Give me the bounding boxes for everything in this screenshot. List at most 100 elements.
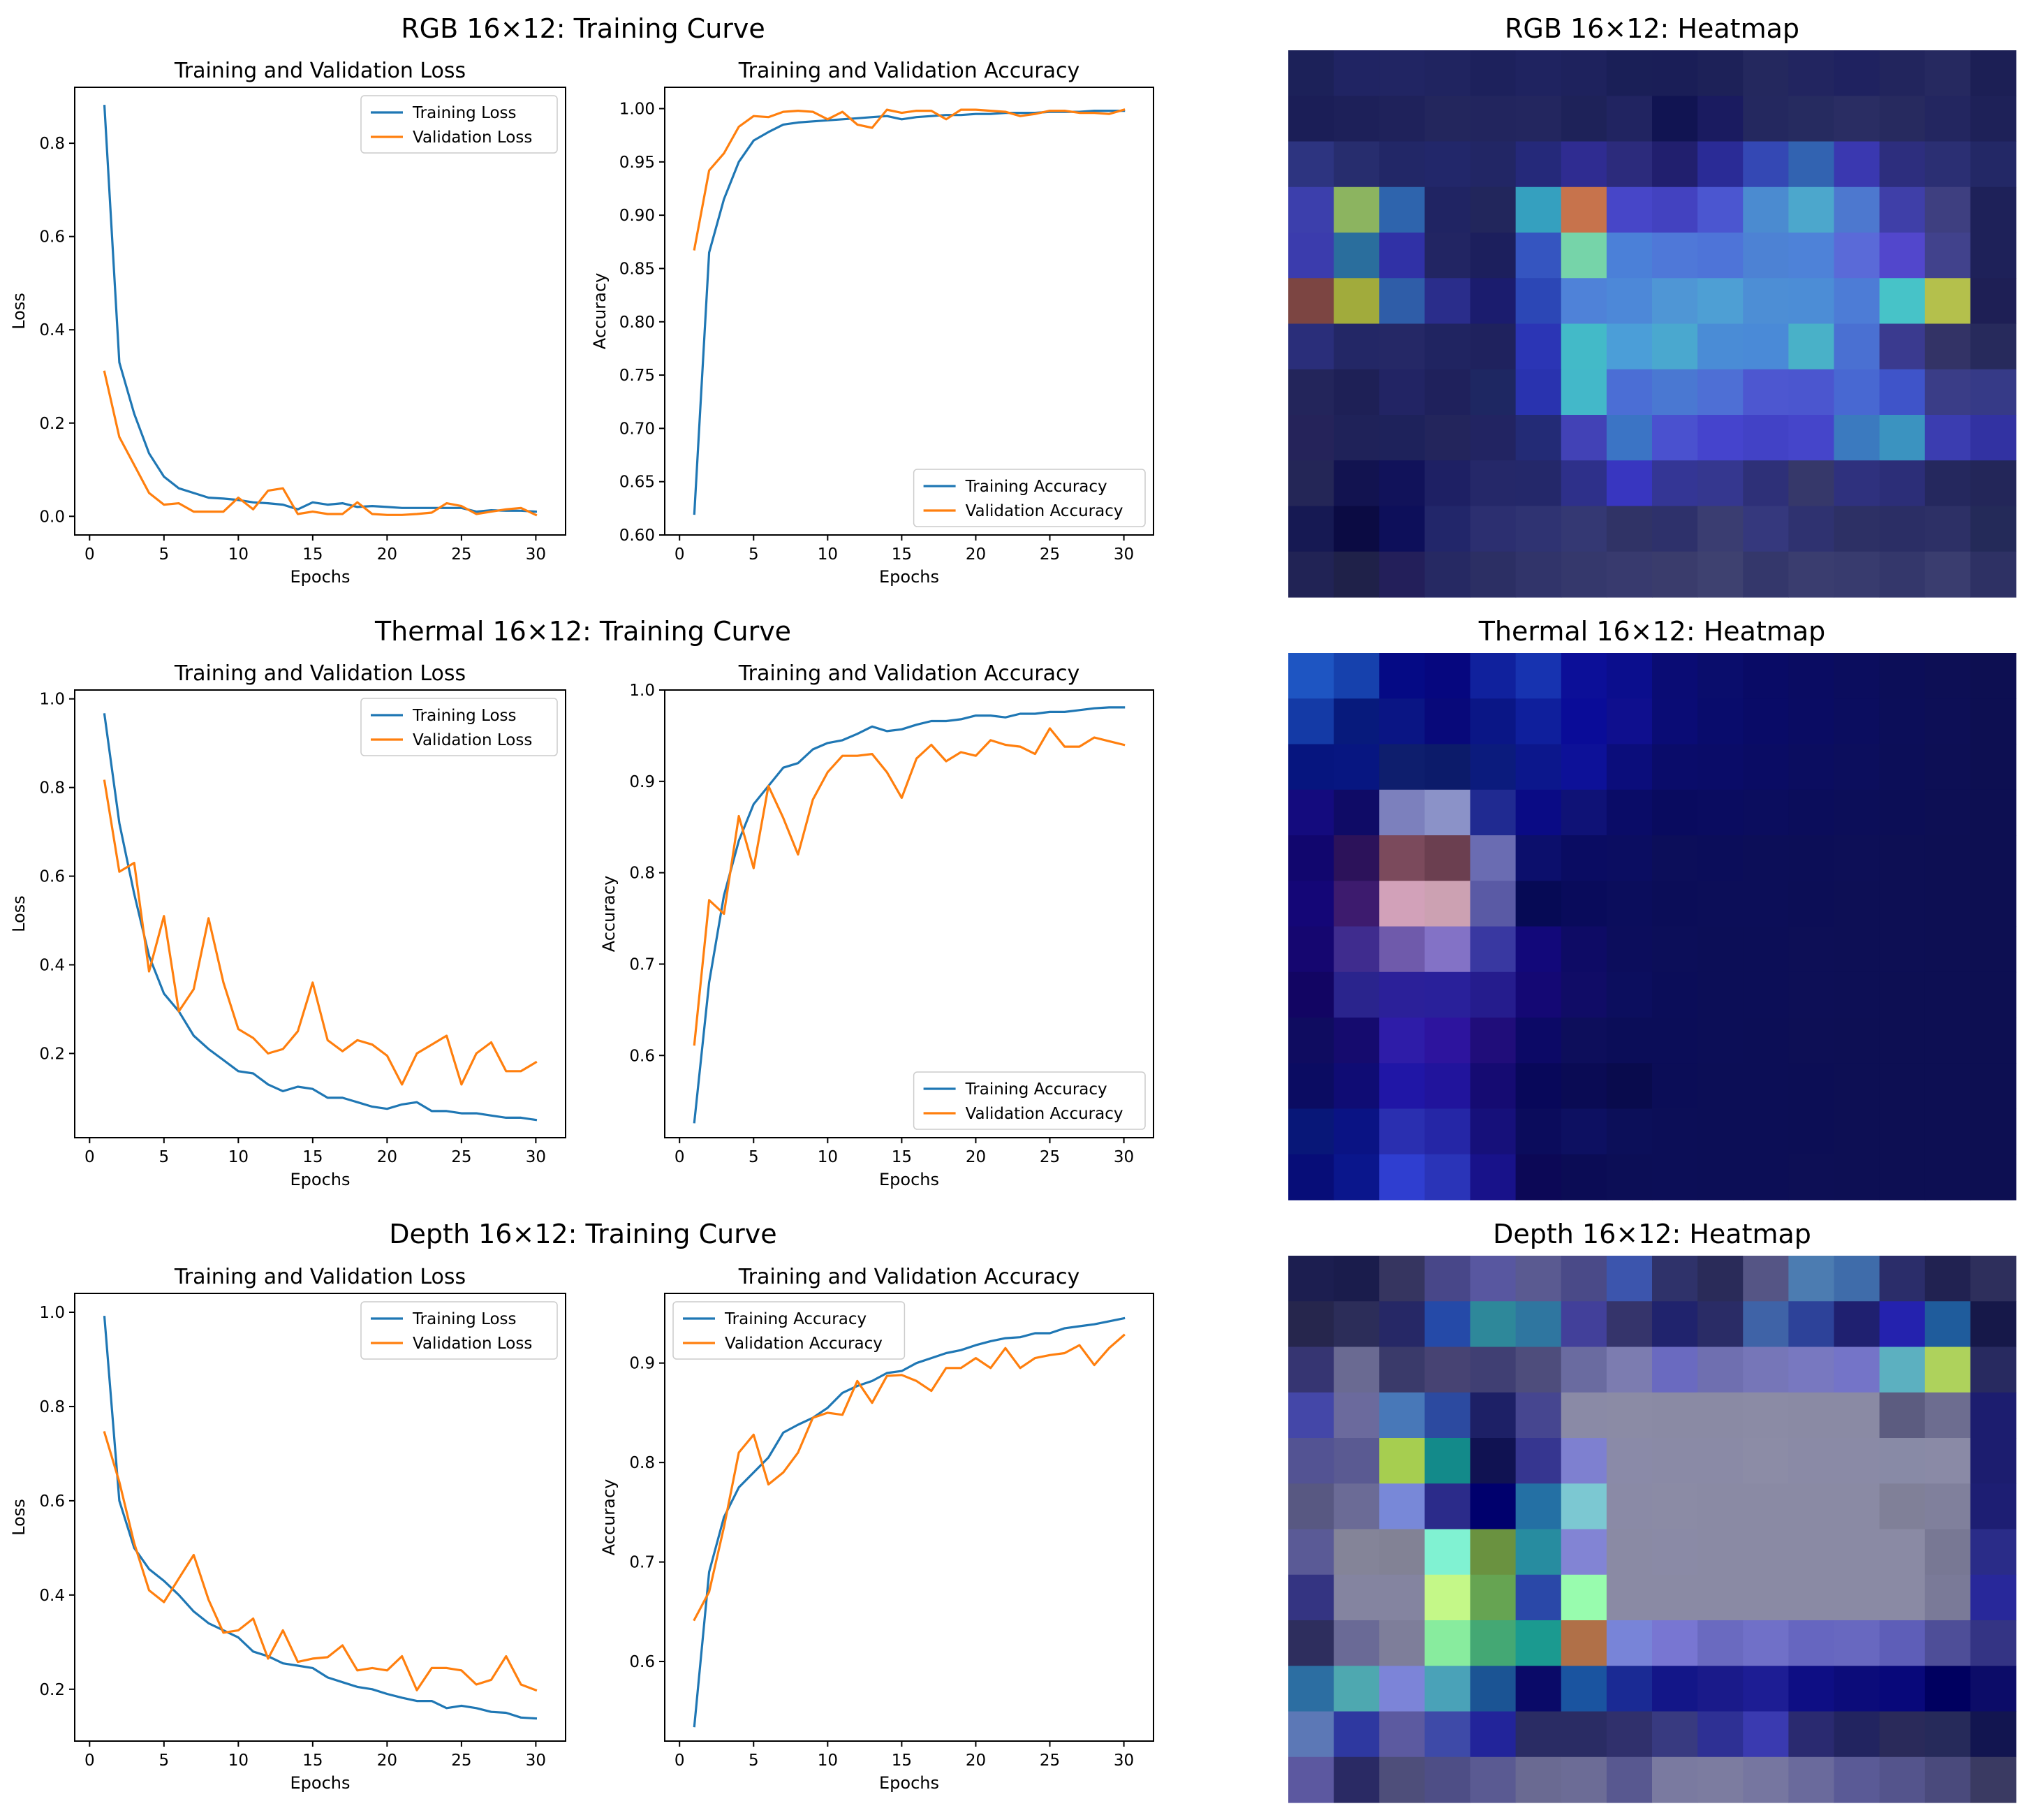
chart-8-cell: [1788, 1666, 1835, 1712]
chart-6-cell: [1743, 278, 1789, 325]
chart-7-cell: [1561, 1063, 1607, 1110]
chart-6-cell: [1470, 551, 1517, 598]
chart-6-cell: [1788, 50, 1835, 96]
chart-8-cell: [1788, 1256, 1835, 1302]
chart-8-cell: [1515, 1711, 1562, 1758]
chart-8-cell: [1334, 1620, 1380, 1666]
chart-0-xtick-label: 25: [451, 545, 471, 564]
chart-7-cell: [1606, 1108, 1653, 1155]
chart-8-cell: [1652, 1392, 1698, 1439]
chart-8-cell: [1561, 1574, 1607, 1621]
chart-1-legend-box: [913, 469, 1146, 527]
chart-2-ytick-label: 0.8: [39, 779, 65, 798]
chart-6-cell: [1515, 141, 1562, 188]
chart-6-cell: [1697, 186, 1744, 233]
chart-6-cell: [1652, 141, 1698, 188]
chart-7-cell: [1834, 1154, 1880, 1201]
chart-1-ytick-label: 0.80: [619, 314, 655, 332]
chart-8-cell: [1788, 1392, 1835, 1439]
chart-1-xtick-label: 10: [818, 545, 838, 564]
chart-6-cell: [1334, 141, 1380, 188]
chart-0-legend-label: Training Loss: [412, 104, 517, 122]
chart-3-ytick-label: 0.7: [629, 955, 655, 974]
chart-6-cell: [1515, 323, 1562, 370]
chart-7-cell: [1788, 789, 1835, 836]
chart-6-cell: [1743, 369, 1789, 416]
chart-7-cell: [1788, 653, 1835, 699]
chart-8-cell: [1515, 1620, 1562, 1666]
chart-7-cell: [1697, 926, 1744, 973]
chart-8-cell: [1288, 1346, 1334, 1393]
chart-6-cell: [1788, 141, 1835, 188]
chart-8-cell: [1288, 1529, 1334, 1576]
chart-7-cell: [1470, 971, 1517, 1018]
chart-8-cell: [1924, 1620, 1971, 1666]
chart-7-cell: [1288, 881, 1334, 927]
chart-6-cell: [1743, 551, 1789, 598]
chart-6-cell: [1924, 141, 1971, 188]
chart-8-cell: [1834, 1301, 1880, 1348]
chart-8-cell: [1924, 1666, 1971, 1712]
chart-7-cell: [1652, 1018, 1698, 1064]
chart-6-cell: [1924, 96, 1971, 142]
chart-0-xtick-label: 20: [377, 545, 397, 564]
chart-7-cell: [1515, 1154, 1562, 1201]
chart-6-cell: [1288, 278, 1334, 325]
chart-8-cell: [1743, 1301, 1789, 1348]
chart-7-cell: [1970, 698, 2017, 745]
chart-8-cell: [1970, 1346, 2017, 1393]
chart-7-cell: [1334, 789, 1380, 836]
chart-8-cell: [1379, 1529, 1425, 1576]
chart-7-cell: [1379, 835, 1425, 881]
chart-8-cell: [1561, 1620, 1607, 1666]
chart-8-cell: [1652, 1301, 1698, 1348]
chart-7-cell: [1288, 1108, 1334, 1155]
chart-6-cell: [1288, 233, 1334, 279]
chart-7-cell: [1879, 1154, 1926, 1201]
chart-6-cell: [1424, 506, 1471, 552]
chart-6-cell: [1697, 323, 1744, 370]
chart-6-cell: [1970, 551, 2017, 598]
chart-8-cell: [1652, 1666, 1698, 1712]
chart-7-cell: [1470, 881, 1517, 927]
chart-7-cell: [1652, 835, 1698, 881]
chart-7-cell: [1334, 835, 1380, 881]
chart-3-series-training-line: [693, 706, 1126, 1124]
chart-6-cell: [1424, 323, 1471, 370]
chart-6-cell: [1561, 551, 1607, 598]
chart-8-cell: [1606, 1756, 1653, 1803]
chart-7-cell: [1288, 653, 1334, 699]
chart-6-cell: [1697, 415, 1744, 461]
chart-8-cell: [1743, 1529, 1789, 1576]
chart-7-cell: [1515, 744, 1562, 791]
chart-8-cell: [1334, 1711, 1380, 1758]
chart-6-cell: [1424, 369, 1471, 416]
chart-6-cell: [1788, 506, 1835, 552]
chart-8-cell: [1743, 1346, 1789, 1393]
chart-8-cell: [1606, 1438, 1653, 1484]
chart-8-cell: [1879, 1711, 1926, 1758]
chart-8-cell: [1334, 1392, 1380, 1439]
chart-8-cell: [1652, 1756, 1698, 1803]
chart-7-cell: [1743, 653, 1789, 699]
chart-7-cell: [1379, 744, 1425, 791]
chart-1-xtick-label: 30: [1114, 545, 1134, 564]
chart-8-cell: [1834, 1483, 1880, 1530]
chart-8-cell: [1334, 1346, 1380, 1393]
chart-7-cell: [1561, 1108, 1607, 1155]
chart-6-cell: [1379, 506, 1425, 552]
chart-7-cell: [1424, 1063, 1471, 1110]
chart-2-ytick-label: 0.4: [39, 956, 65, 974]
chart-6-cell: [1424, 141, 1471, 188]
chart-7-cell: [1834, 835, 1880, 881]
chart-8-cell: [1788, 1620, 1835, 1666]
chart-8-cell: [1515, 1483, 1562, 1530]
chart-8-cell: [1924, 1346, 1971, 1393]
chart-7-cell: [1424, 653, 1471, 699]
chart-4-legend-label: Training Loss: [412, 1310, 517, 1328]
chart-7-cell: [1834, 1018, 1880, 1064]
chart-7-cell: [1834, 789, 1880, 836]
chart-8-cell: [1652, 1256, 1698, 1302]
chart-7-cell: [1879, 789, 1926, 836]
chart-5-xtick-label: 10: [818, 1752, 838, 1770]
